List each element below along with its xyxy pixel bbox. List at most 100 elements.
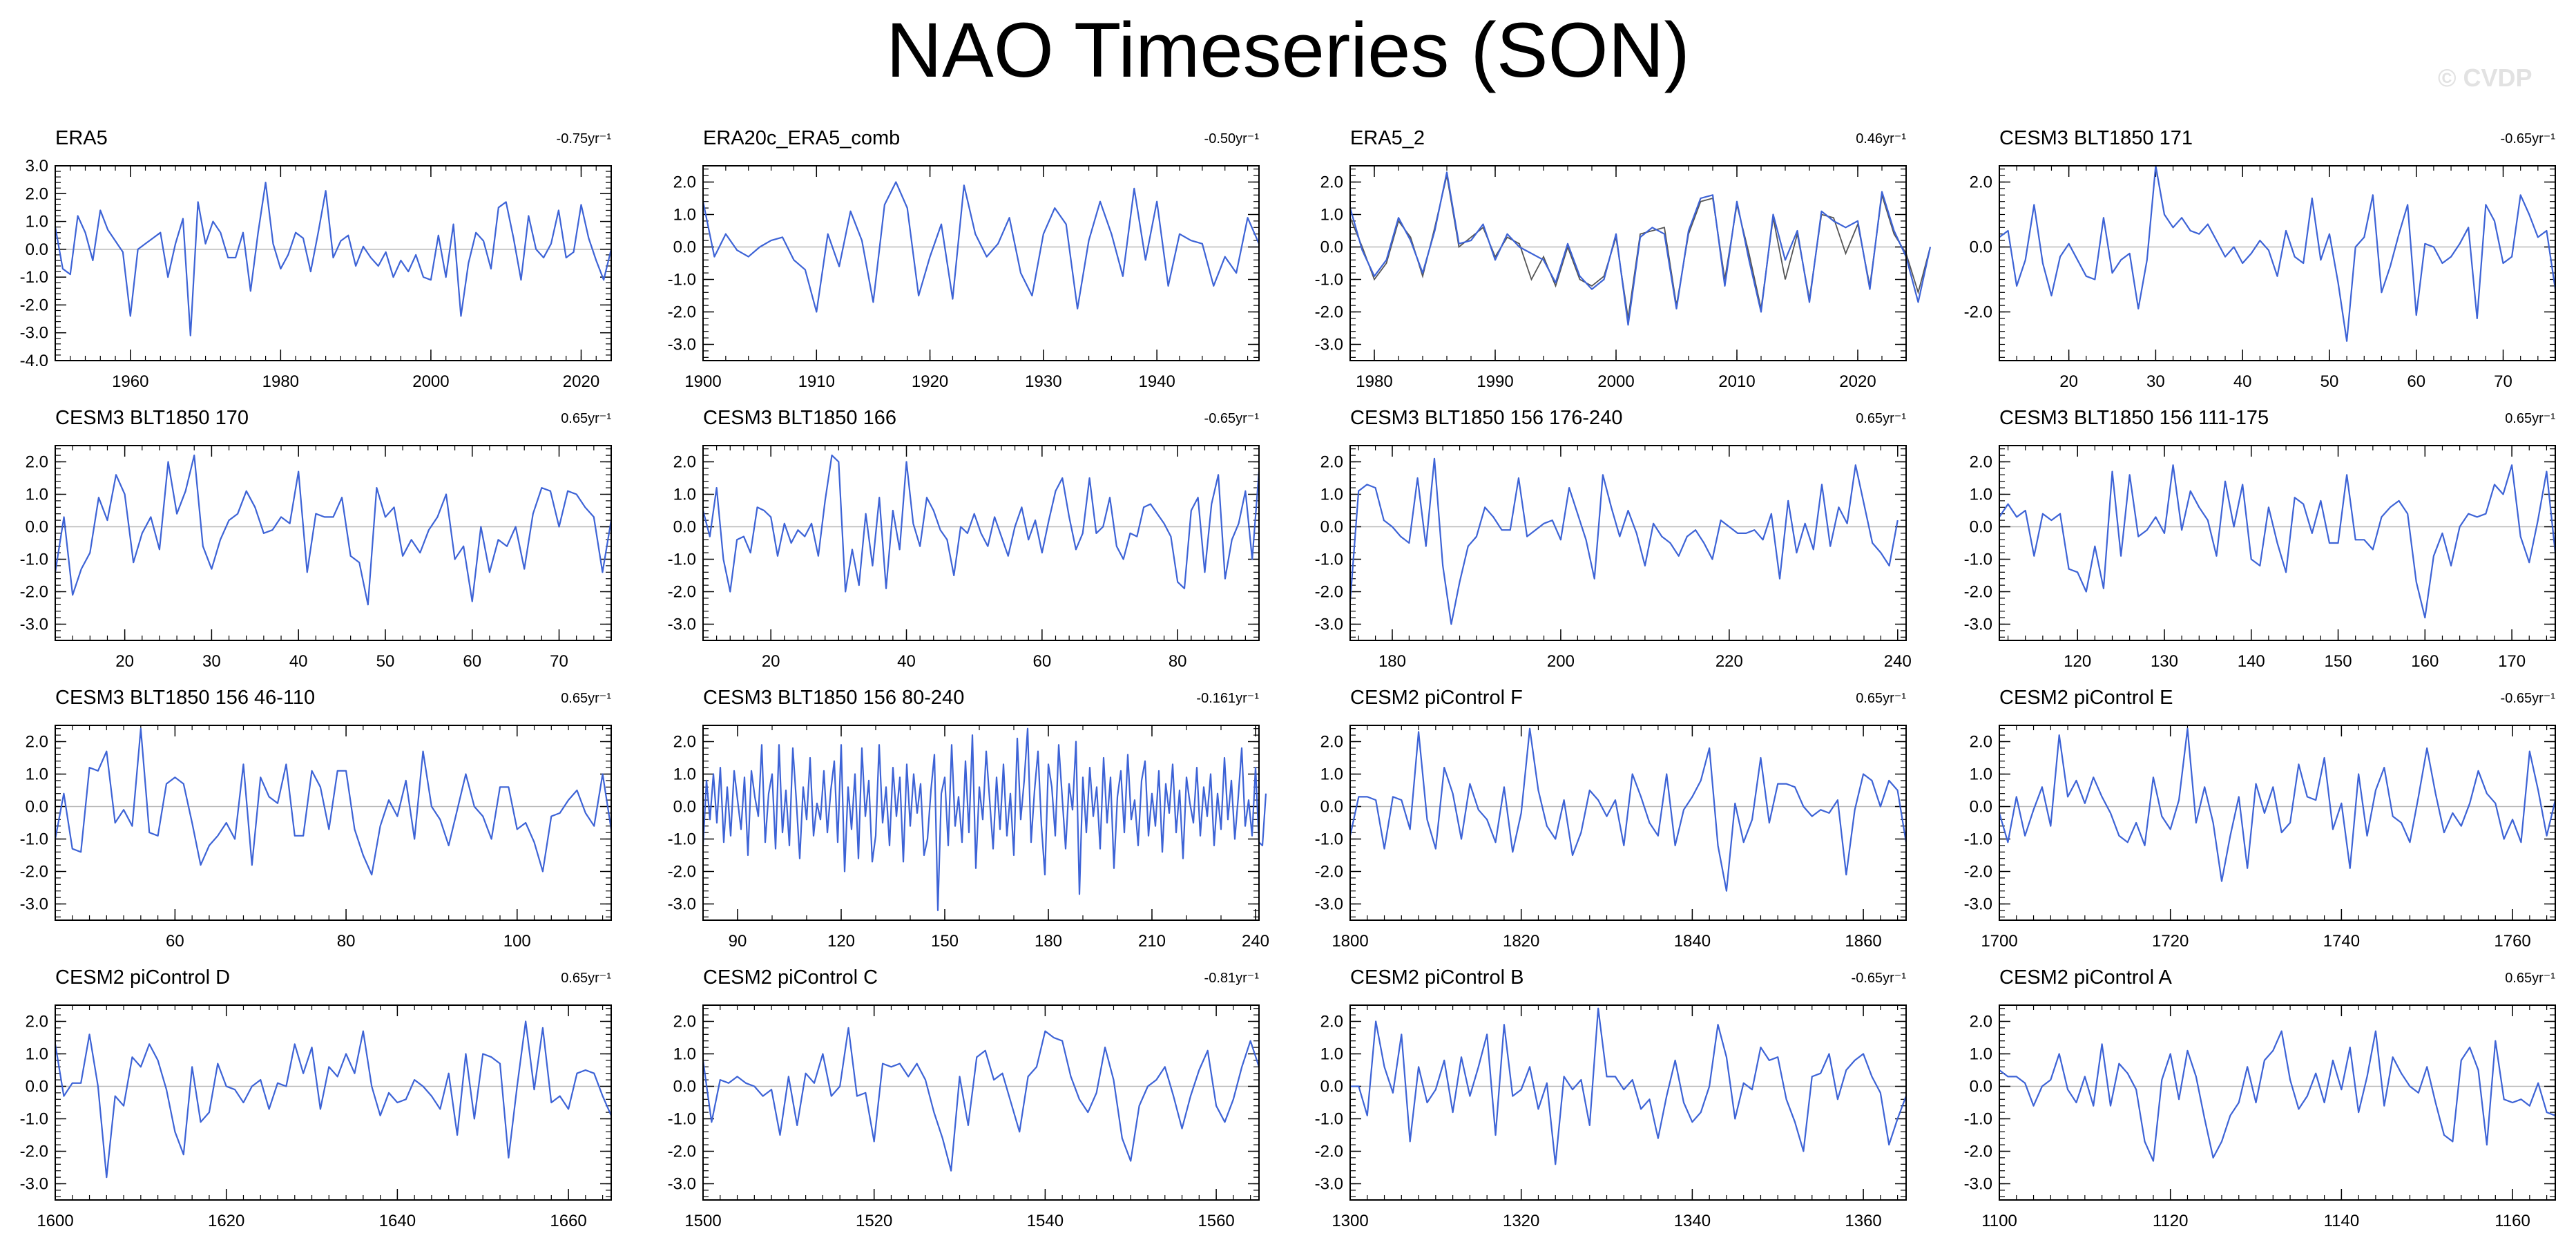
y-tick-label: -3.0 [668, 895, 696, 914]
x-tick-label: 90 [729, 932, 747, 951]
y-tick-label: 2.0 [1320, 453, 1343, 472]
x-tick-label: 40 [2233, 372, 2252, 391]
nao-panel: CESM2 piControl F 0.65yr⁻¹ 2.0 1.0 0.0 -1.0 -2… [1288, 684, 1913, 962]
panel-plot: 2.0 1.0 0.0 -1.0 -2.0 -3.0 1300 1320 1340 1360 [1315, 1004, 1907, 1230]
panel-title: CESM2 piControl D [55, 966, 231, 989]
y-tick-label: -3.0 [20, 1175, 48, 1194]
y-tick-label: -1.0 [668, 551, 696, 569]
y-tick-label: 1.0 [673, 486, 696, 504]
x-tick-label: 1100 [1981, 1212, 2017, 1230]
panel-plot: 2.0 1.0 0.0 -1.0 -2.0 -3.0 90 120 150 180 210 240 [668, 725, 1269, 951]
nao-series-line [1349, 727, 1907, 892]
x-tick-label: 1640 [379, 1212, 416, 1230]
x-tick-label: 1660 [550, 1212, 586, 1230]
panel-title: CESM2 piControl F [1350, 687, 1523, 709]
nao-series-line [54, 727, 613, 876]
x-tick-label: 1720 [2152, 932, 2189, 951]
y-tick-label: 2.0 [1970, 453, 1992, 472]
plot-area: 2.0 1.0 0.0 -1.0 -2.0 -3.0 60 80 100 [20, 725, 613, 951]
panel-trend-label: -0.75yr⁻¹ [556, 131, 611, 146]
y-tick-label: -3.0 [20, 616, 48, 634]
plot-area: 2.0 1.0 0.0 -1.0 -2.0 -3.0 1980 1990 2000 2010 202… [1315, 165, 1932, 391]
nao-series-line [702, 1027, 1260, 1172]
y-tick-label: 0.0 [1970, 798, 1992, 817]
x-tick-label: 1120 [2153, 1212, 2189, 1230]
x-tick-label: 1740 [2323, 932, 2360, 951]
plot-frame [55, 445, 612, 641]
x-tick-label: 2000 [412, 372, 449, 391]
nao-series-line [1349, 457, 1899, 625]
y-tick-label: 1.0 [1970, 486, 1992, 504]
x-tick-label: 1990 [1477, 372, 1513, 391]
y-tick-label: 1.0 [673, 765, 696, 784]
y-tick-label: -3.0 [1315, 336, 1343, 354]
y-tick-label: 2.0 [1970, 173, 1992, 192]
x-tick-label: 1910 [798, 372, 835, 391]
panel-trend-label: -0.65yr⁻¹ [2500, 131, 2555, 146]
y-tick-label: 1.0 [26, 486, 48, 504]
y-tick-label: 2.0 [673, 733, 696, 752]
y-tick-label: 3.0 [26, 157, 48, 175]
x-tick-label: 1520 [856, 1212, 892, 1230]
x-tick-label: 20 [115, 652, 134, 671]
x-tick-label: 1940 [1138, 372, 1175, 391]
panel-trend-label: 0.46yr⁻¹ [1856, 131, 1906, 146]
plot-area: 3.0 2.0 1.0 0.0 -1.0 -2.0 -3.0 -4.0 1960 1980 2000… [20, 157, 613, 391]
nao-panel: CESM3 BLT1850 156 176-240 0.65yr⁻¹ 2.0 1.0 0… [1288, 404, 1913, 682]
x-tick-label: 60 [1033, 652, 1052, 671]
y-tick-label: 1.0 [1320, 206, 1343, 225]
panel-plot: 2.0 1.0 0.0 -1.0 -2.0 -3.0 1500 1520 1540 1560 [668, 1004, 1260, 1230]
y-tick-label: -1.0 [20, 268, 48, 287]
panel-trend-label: -0.161yr⁻¹ [1196, 691, 1259, 706]
y-tick-label: 0.0 [673, 238, 696, 257]
plot-area: 2.0 1.0 0.0 -1.0 -2.0 -3.0 20 30 40 50 60 70 [20, 445, 613, 671]
plot-frame [1349, 445, 1907, 641]
x-tick-label: 1760 [2494, 932, 2530, 951]
plot-area: 2.0 1.0 0.0 -1.0 -2.0 -3.0 1600 1620 1640 1660 [20, 1004, 613, 1230]
panel-trend-label: -0.50yr⁻¹ [1204, 131, 1259, 146]
y-tick-label: 1.0 [26, 1045, 48, 1064]
panel-title: CESM3 BLT1850 156 176-240 [1350, 407, 1623, 429]
y-tick-label: -1.0 [668, 830, 696, 849]
x-tick-label: 1320 [1503, 1212, 1539, 1230]
page-title: NAO Timeseries (SON) [886, 7, 1690, 93]
x-tick-label: 1700 [1981, 932, 2017, 951]
plot-frame [702, 165, 1260, 361]
panel-plot: 3.0 2.0 1.0 0.0 -1.0 -2.0 -3.0 -4.0 1960 1980 2000… [20, 157, 613, 391]
plot-area: 2.0 1.0 0.0 -1.0 -2.0 -3.0 120 130 140 150 160 170 [1964, 445, 2557, 671]
panel-plot: 2.0 1.0 0.0 -1.0 -2.0 -3.0 20 30 40 50 60 70 [20, 445, 613, 671]
y-tick-label: 2.0 [673, 453, 696, 472]
x-tick-label: 150 [2325, 652, 2352, 671]
nao-series-line [702, 181, 1260, 313]
x-tick-label: 1140 [2324, 1212, 2360, 1230]
panel-title: CESM3 BLT1850 156 46-110 [55, 687, 316, 709]
panel-plot: 2.0 1.0 0.0 -1.0 -2.0 -3.0 1980 1990 2000 2010 202… [1315, 165, 1932, 391]
panel-plot: 2.0 1.0 0.0 -1.0 -2.0 -3.0 1600 1620 1640 1660 [20, 1004, 613, 1230]
plot-frame [702, 725, 1260, 921]
y-tick-label: 0.0 [673, 518, 696, 537]
y-tick-label: -2.0 [1315, 303, 1343, 322]
nao-panel: ERA5 -0.75yr⁻¹ 3.0 2.0 1.0 0.0 -1.0 -2.0 -3.0 -4.… [0, 124, 618, 402]
y-tick-label: -3.0 [668, 1175, 696, 1194]
y-tick-label: -3.0 [20, 324, 48, 343]
y-tick-label: -3.0 [20, 895, 48, 914]
x-tick-label: 1920 [912, 372, 948, 391]
panel-trend-label: 0.65yr⁻¹ [2505, 971, 2555, 986]
x-tick-label: 180 [1378, 652, 1406, 671]
y-tick-label: -3.0 [1315, 616, 1343, 634]
y-tick-label: -1.0 [1315, 1110, 1343, 1129]
nao-panel: CESM3 BLT1850 156 111-175 0.65yr⁻¹ 2.0 1.0 0… [1937, 404, 2562, 682]
nao-panel: CESM3 BLT1850 171 -0.65yr⁻¹ 2.0 0.0 -2.0 20 30… [1937, 124, 2562, 402]
plot-area: 2.0 1.0 0.0 -1.0 -2.0 -3.0 20 40 60 80 [668, 445, 1260, 671]
y-tick-label: 1.0 [1320, 765, 1343, 784]
plot-area: 2.0 1.0 0.0 -1.0 -2.0 -3.0 1800 1820 1840 1860 [1315, 725, 1907, 951]
x-tick-label: 20 [2059, 372, 2078, 391]
plot-area: 2.0 0.0 -2.0 20 30 40 50 60 70 [1964, 164, 2557, 391]
panel-title: ERA5 [55, 127, 108, 149]
x-tick-label: 1600 [37, 1212, 73, 1230]
x-tick-label: 1820 [1503, 932, 1539, 951]
panel-plot: 2.0 1.0 0.0 -1.0 -2.0 -3.0 180 200 220 240 [1315, 445, 1912, 671]
x-tick-label: 70 [2494, 372, 2512, 391]
y-tick-label: -2.0 [1964, 863, 1992, 881]
y-tick-label: 2.0 [673, 1013, 696, 1031]
